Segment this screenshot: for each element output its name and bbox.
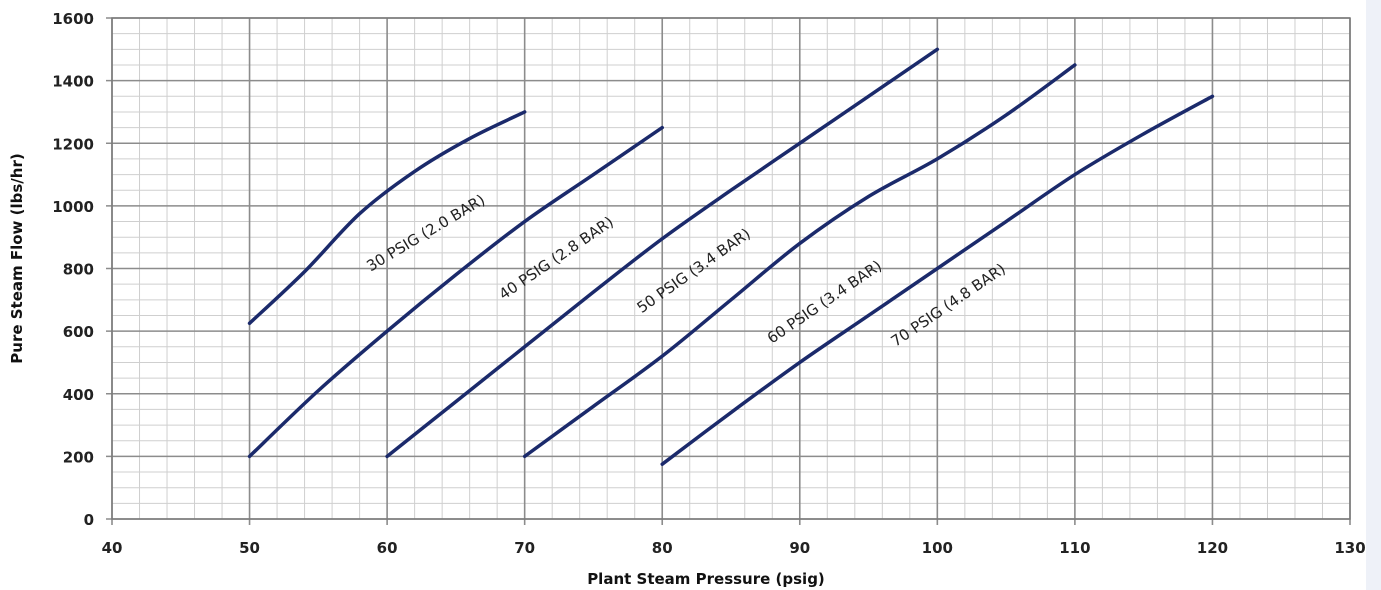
y-tick-label: 0 bbox=[84, 511, 94, 529]
x-tick-label: 80 bbox=[652, 539, 673, 557]
y-axis-ticks: 0 200 400 600 800 1000 1200 1400 1600 bbox=[52, 10, 94, 529]
series-line-1 bbox=[247, 110, 527, 326]
series-lines bbox=[247, 47, 1215, 466]
x-tick-label: 120 bbox=[1197, 539, 1228, 557]
series-line-3 bbox=[385, 47, 940, 459]
y-tick-label: 1000 bbox=[52, 198, 94, 216]
x-tick-label: 110 bbox=[1059, 539, 1090, 557]
series-label-5: 70 PSIG (4.8 BAR) bbox=[888, 260, 1009, 351]
plot-border bbox=[111, 17, 1351, 520]
grid bbox=[106, 17, 1351, 525]
y-tick-label: 1400 bbox=[52, 73, 94, 91]
series-label-4: 60 PSIG (3.4 BAR) bbox=[764, 257, 885, 348]
x-tick-label: 60 bbox=[377, 539, 398, 557]
y-tick-label: 200 bbox=[63, 448, 94, 466]
series-line-5 bbox=[660, 94, 1215, 466]
x-tick-label: 70 bbox=[514, 539, 535, 557]
y-axis-title: Pure Steam Flow (lbs/hr) bbox=[8, 153, 26, 363]
series-line-2 bbox=[247, 125, 664, 459]
x-tick-label: 100 bbox=[922, 539, 953, 557]
x-tick-label: 50 bbox=[239, 539, 260, 557]
y-tick-label: 600 bbox=[63, 323, 94, 341]
x-tick-label: 40 bbox=[102, 539, 123, 557]
y-tick-label: 400 bbox=[63, 386, 94, 404]
x-axis-ticks: 40 50 60 70 80 90 100 110 120 130 bbox=[102, 539, 1366, 557]
x-tick-label: 90 bbox=[789, 539, 810, 557]
y-tick-label: 1200 bbox=[52, 135, 94, 153]
series-label-3: 50 PSIG (3.4 BAR) bbox=[634, 225, 754, 317]
x-tick-label: 130 bbox=[1334, 539, 1365, 557]
series-line-4 bbox=[522, 63, 1077, 459]
y-tick-label: 1600 bbox=[52, 10, 94, 28]
x-axis-title: Plant Steam Pressure (psig) bbox=[587, 570, 825, 588]
y-tick-label: 800 bbox=[63, 261, 94, 279]
